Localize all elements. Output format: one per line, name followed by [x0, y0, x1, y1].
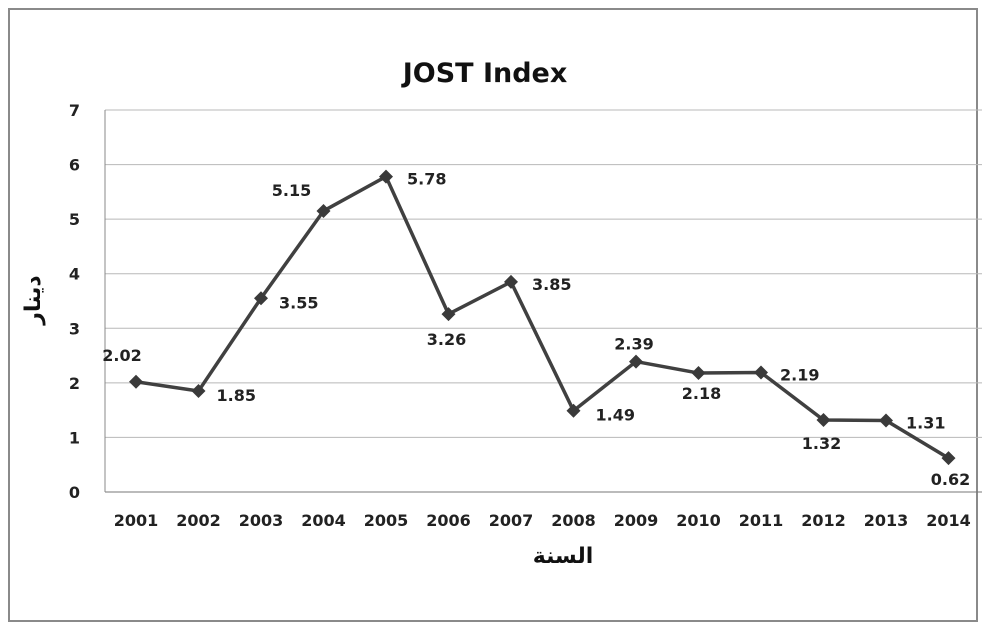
y-tick-label: 3 — [69, 319, 80, 338]
data-label: 2.19 — [780, 365, 819, 384]
x-tick-label: 2006 — [426, 511, 471, 530]
data-label: 5.78 — [407, 170, 446, 189]
data-label: 3.85 — [532, 275, 571, 294]
data-point — [879, 413, 893, 428]
y-tick-label: 4 — [69, 265, 80, 284]
gridlines — [104, 109, 982, 493]
data-label: 1.32 — [802, 434, 841, 453]
data-labels: 2.02 1.85 3.55 5.15 5.78 3.26 3.85 1.49 2.39 2.18… — [102, 170, 970, 490]
data-point — [379, 169, 393, 184]
x-tick-label: 2013 — [864, 511, 909, 530]
x-tick-label: 2012 — [801, 511, 846, 530]
data-point — [129, 374, 143, 389]
data-point — [941, 451, 956, 466]
x-tick-label: 2004 — [301, 511, 346, 530]
data-point — [316, 203, 331, 218]
y-tick-label: 7 — [69, 101, 80, 120]
chart-title: JOST Index — [401, 58, 568, 89]
x-tick-label: 2011 — [739, 511, 784, 530]
data-label: 1.85 — [217, 386, 256, 405]
data-point — [629, 354, 643, 369]
data-point — [504, 274, 518, 289]
data-label: 3.26 — [427, 330, 466, 349]
series-line-path — [135, 174, 950, 460]
x-tick-label: 2014 — [926, 511, 971, 530]
y-axis-title: دينار — [21, 275, 46, 325]
data-point — [754, 365, 768, 380]
series-line — [135, 174, 950, 460]
x-tick-label: 2003 — [239, 511, 284, 530]
y-tick-label: 1 — [69, 428, 80, 447]
data-point — [566, 403, 581, 418]
x-tick-label: 2008 — [551, 511, 596, 530]
data-label: 5.15 — [272, 181, 311, 200]
data-point — [441, 307, 456, 322]
x-tick-label: 2002 — [176, 511, 221, 530]
data-label: 1.49 — [596, 406, 635, 425]
y-tick-label: 6 — [69, 156, 80, 175]
x-axis-title: السنة — [533, 544, 594, 569]
x-tick-label: 2007 — [489, 511, 534, 530]
y-tick-label: 0 — [69, 483, 80, 502]
data-point — [191, 384, 206, 399]
y-tick-label: 2 — [69, 374, 80, 393]
x-tick-label: 2001 — [114, 511, 159, 530]
y-tick-label: 5 — [69, 210, 80, 229]
x-tick-label: 2009 — [614, 511, 659, 530]
x-tick-label: 2005 — [364, 511, 409, 530]
series-markers — [129, 169, 956, 466]
data-point — [816, 412, 831, 427]
data-label: 3.55 — [279, 293, 318, 312]
data-label: 2.39 — [614, 335, 653, 354]
x-tick-label: 2010 — [676, 511, 721, 530]
data-label: 2.02 — [102, 346, 141, 365]
data-point — [254, 291, 268, 306]
y-axis-ticks: 0 1 2 3 4 5 6 7 — [69, 101, 80, 502]
data-label: 0.62 — [931, 470, 970, 489]
data-point — [691, 366, 706, 381]
data-label: 2.18 — [682, 384, 721, 403]
x-axis-ticks: 2001 2002 2003 2004 2005 2006 2007 2008 2009 2010… — [114, 511, 971, 530]
data-label: 1.31 — [906, 414, 945, 433]
